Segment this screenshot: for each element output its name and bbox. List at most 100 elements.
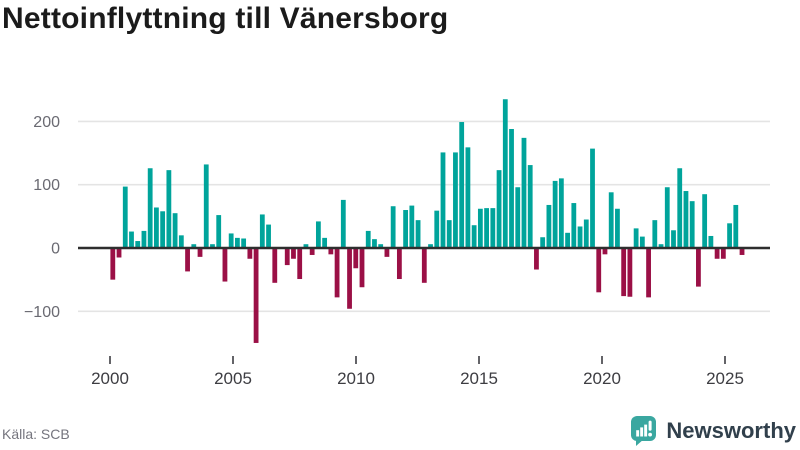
newsworthy-logo[interactable]: Newsworthy	[629, 415, 796, 446]
bar-2001Q4	[154, 207, 159, 248]
bar-2000Q1	[110, 248, 116, 280]
bar-2020Q1	[608, 192, 614, 248]
bar-2004Q3	[222, 248, 228, 282]
bar-2005Q1	[235, 237, 240, 248]
logo-bar-small	[636, 430, 640, 437]
bar-2016Q3	[521, 137, 527, 248]
bar-2021Q3	[646, 248, 651, 298]
chart-title: Nettoinflyttning till Vänersborg	[2, 2, 449, 35]
bar-2017Q4	[552, 180, 558, 248]
bar-2009Q4	[353, 248, 359, 269]
bar-2017Q2	[540, 237, 546, 248]
bar-2014Q1	[459, 122, 465, 248]
bar-2022Q1	[658, 244, 664, 248]
bar-2017Q1	[534, 248, 539, 270]
bar-2020Q3	[621, 248, 627, 297]
bar-2010Q2	[365, 230, 371, 248]
bar-2007Q1	[284, 248, 290, 266]
bar-2015Q2	[490, 208, 496, 248]
x-tick-label: 2020	[583, 369, 621, 388]
bar-2015Q1	[484, 208, 489, 248]
bar-2002Q2	[166, 170, 172, 248]
bar-2014Q3	[471, 225, 477, 248]
bar-2021Q1	[633, 228, 639, 248]
bar-2024Q1	[708, 235, 714, 248]
bar-2002Q3	[172, 213, 178, 248]
bar-2001Q1	[135, 241, 141, 248]
bar-2001Q2	[141, 230, 147, 248]
bar-2018Q1	[558, 178, 564, 248]
bar-2021Q2	[639, 236, 645, 248]
bar-2000Q3	[122, 186, 128, 248]
bar-2017Q3	[546, 204, 552, 248]
bar-2000Q4	[129, 231, 134, 248]
bar-2015Q4	[502, 99, 508, 248]
bar-2012Q4	[428, 244, 433, 248]
bar-2005Q4	[253, 248, 259, 343]
bar-2016Q4	[527, 165, 533, 248]
bar-2011Q3	[396, 248, 402, 280]
migration-bar-chart: 200 100 0 −100 2000 2005 2010 2015 2020 2025	[24, 99, 770, 388]
bar-2013Q3	[446, 220, 452, 248]
bar-2016Q2	[515, 187, 521, 248]
bar-2019Q4	[602, 248, 608, 255]
bar-2023Q2	[689, 201, 695, 248]
bar-2011Q4	[403, 210, 409, 248]
bar-2014Q2	[465, 147, 471, 248]
bar-2004Q1	[210, 244, 215, 248]
bar-2022Q2	[664, 187, 670, 248]
bar-2005Q3	[247, 248, 253, 259]
bar-2013Q1	[434, 210, 440, 248]
bar-2012Q2	[415, 220, 421, 248]
source-note: Källa: SCB	[2, 426, 70, 442]
newsworthy-wordmark: Newsworthy	[666, 417, 796, 443]
bar-2012Q1	[409, 205, 415, 248]
y-tick-label: 100	[33, 177, 60, 194]
y-tick-label: −100	[24, 304, 60, 321]
bar-2014Q4	[477, 208, 483, 248]
bar-2020Q2	[615, 208, 620, 248]
newsworthy-bubble-icon	[631, 416, 657, 446]
bar-2004Q2	[216, 215, 222, 248]
bar-2003Q3	[197, 248, 203, 257]
bar-2022Q3	[671, 230, 676, 248]
bar-2007Q2	[291, 248, 296, 259]
bar-2003Q1	[185, 248, 190, 272]
bar-2018Q3	[571, 203, 577, 248]
bar-2020Q4	[627, 248, 633, 297]
bar-2022Q4	[677, 168, 683, 248]
bar-2015Q3	[496, 170, 502, 248]
bar-2008Q1	[309, 248, 315, 255]
bar-2019Q3	[596, 248, 602, 293]
bar-2021Q4	[652, 220, 658, 248]
bar-2009Q3	[347, 248, 352, 309]
bar-2006Q1	[259, 214, 265, 248]
bar-2025Q2	[739, 248, 745, 255]
bar-2006Q3	[272, 248, 278, 283]
logo-exclamation-dot	[648, 432, 653, 437]
bar-2018Q2	[565, 232, 570, 248]
bar-2010Q4	[378, 244, 384, 248]
bar-2023Q4	[702, 194, 708, 248]
bar-2010Q1	[359, 248, 365, 288]
logo-bar-medium	[640, 427, 644, 437]
bar-2001Q3	[147, 168, 153, 248]
bar-2024Q3	[720, 248, 726, 259]
x-tick-label: 2000	[91, 369, 129, 388]
bar-2024Q2	[714, 248, 720, 259]
bar-2009Q2	[340, 199, 346, 248]
bar-2018Q4	[577, 226, 583, 248]
bar-2019Q1	[583, 219, 589, 248]
x-tick-label: 2015	[460, 369, 498, 388]
bar-2013Q4	[453, 152, 458, 248]
bar-2019Q2	[590, 148, 595, 248]
logo-bar-tall	[644, 424, 648, 437]
bar-2024Q4	[727, 223, 732, 248]
bar-2000Q2	[116, 248, 122, 258]
bar-2003Q4	[203, 164, 209, 248]
logo-exclamation-stem	[649, 420, 653, 431]
bar-2004Q4	[228, 233, 234, 248]
y-tick-label: 200	[33, 114, 60, 131]
bar-2006Q2	[266, 224, 271, 248]
